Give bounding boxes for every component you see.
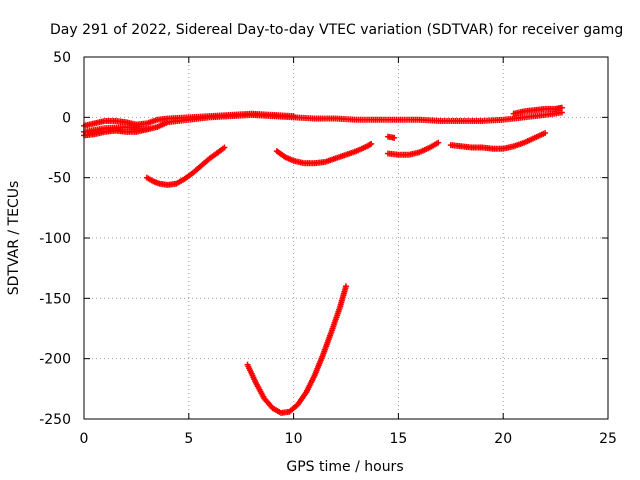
series-sat-i — [447, 130, 549, 152]
y-tick-label: 50 — [53, 50, 71, 66]
x-tick-label: 0 — [80, 431, 89, 447]
y-tick-label: -150 — [39, 291, 71, 307]
series-sat-d — [81, 126, 150, 139]
series-sat-g — [384, 133, 398, 141]
chart-title: Day 291 of 2022, Sidereal Day-to-day VTE… — [50, 22, 623, 38]
series-sat-e — [143, 144, 228, 188]
y-tick-label: -100 — [39, 231, 71, 247]
series-sat-h — [384, 139, 442, 158]
x-tick-labels: 0 5 10 15 20 25 — [80, 431, 617, 447]
x-tick-label: 5 — [184, 431, 193, 447]
x-tick-label: 15 — [389, 431, 407, 447]
x-tick-label: 10 — [285, 431, 303, 447]
series-sat-f — [273, 140, 375, 167]
y-axis-title: SDTVAR / TECUs — [6, 181, 22, 296]
series-sat-j — [244, 283, 349, 416]
plot-area — [81, 104, 565, 416]
axis-ticks — [83, 56, 609, 420]
x-tick-label: 25 — [599, 431, 617, 447]
x-axis-title: GPS time / hours — [286, 459, 403, 475]
y-tick-label: -50 — [48, 171, 71, 187]
series-sat-c — [510, 104, 565, 117]
y-tick-labels: 50 0 -50 -100 -150 -200 -250 — [39, 50, 71, 428]
y-tick-label: 0 — [62, 110, 71, 126]
series-sat-b — [81, 110, 297, 129]
x-tick-label: 20 — [494, 431, 512, 447]
y-tick-label: -250 — [39, 412, 71, 428]
y-tick-label: -200 — [39, 352, 71, 368]
